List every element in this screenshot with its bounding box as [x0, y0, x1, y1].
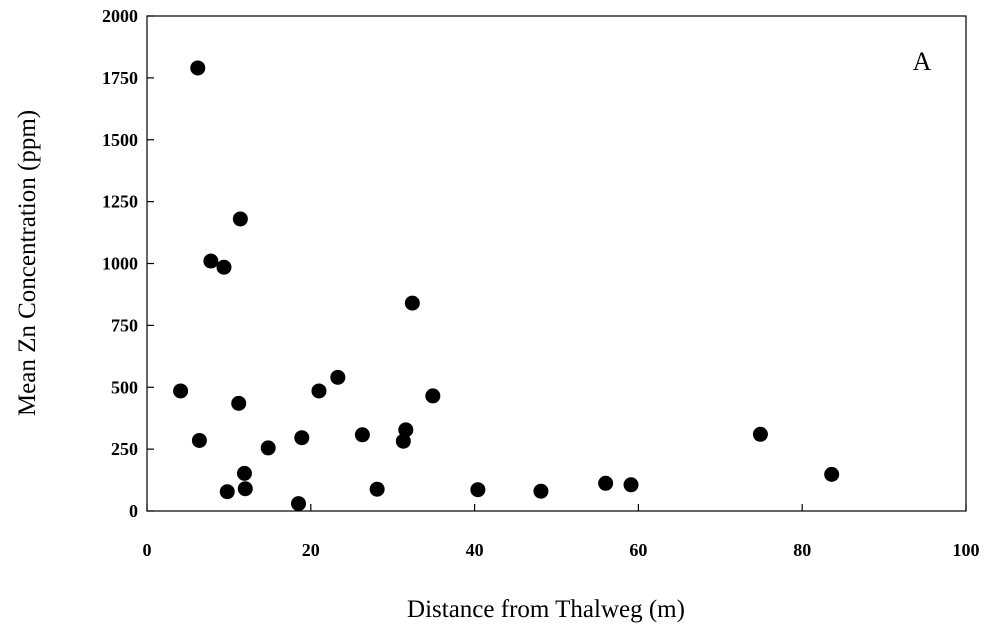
data-point: [236, 465, 252, 481]
y-tick-label: 1500: [102, 130, 138, 150]
x-tick-label: 80: [793, 540, 811, 560]
x-tick-label: 0: [143, 540, 152, 560]
data-point: [369, 481, 385, 497]
x-tick-label: 40: [466, 540, 484, 560]
data-point: [311, 383, 327, 399]
data-point: [533, 483, 549, 499]
data-point: [173, 383, 189, 399]
data-point: [203, 253, 219, 269]
y-tick-label: 750: [111, 315, 138, 335]
plot-frame: [146, 15, 967, 512]
y-axis-ticks: 0 250 500 750 1000 1250 1500 1750 2000: [102, 6, 154, 521]
data-point: [824, 466, 840, 482]
y-tick-label: 2000: [102, 6, 138, 26]
x-tick-label: 60: [629, 540, 647, 560]
data-point: [598, 475, 614, 491]
y-tick-label: 1000: [102, 254, 138, 274]
data-point: [404, 295, 420, 311]
data-point: [219, 484, 235, 500]
x-tick-label: 20: [302, 540, 320, 560]
data-point: [191, 432, 207, 448]
data-point: [231, 395, 247, 411]
data-point: [354, 427, 370, 443]
x-axis-ticks: 0 20 40 60 80 100: [143, 504, 980, 560]
data-point: [237, 481, 253, 497]
data-point: [190, 60, 206, 76]
data-point: [294, 430, 310, 446]
x-axis-title: Distance from Thalweg (m): [407, 596, 685, 623]
data-points: [173, 60, 840, 512]
data-point: [260, 440, 276, 456]
y-tick-label: 0: [129, 501, 138, 521]
y-tick-label: 1750: [102, 68, 138, 88]
data-point: [752, 426, 768, 442]
data-point: [623, 477, 639, 493]
data-point: [398, 422, 414, 438]
y-tick-label: 1250: [102, 192, 138, 212]
data-point: [470, 482, 486, 498]
data-point: [425, 388, 441, 404]
data-point: [232, 211, 248, 227]
data-point: [395, 433, 411, 449]
panel-label: A: [913, 47, 932, 76]
y-tick-label: 250: [111, 439, 138, 459]
data-point: [216, 259, 232, 275]
x-tick-label: 100: [953, 540, 980, 560]
data-point: [330, 369, 346, 385]
data-point: [291, 496, 307, 512]
y-axis-title: Mean Zn Concentration (ppm): [14, 110, 41, 416]
y-tick-label: 500: [111, 377, 138, 397]
